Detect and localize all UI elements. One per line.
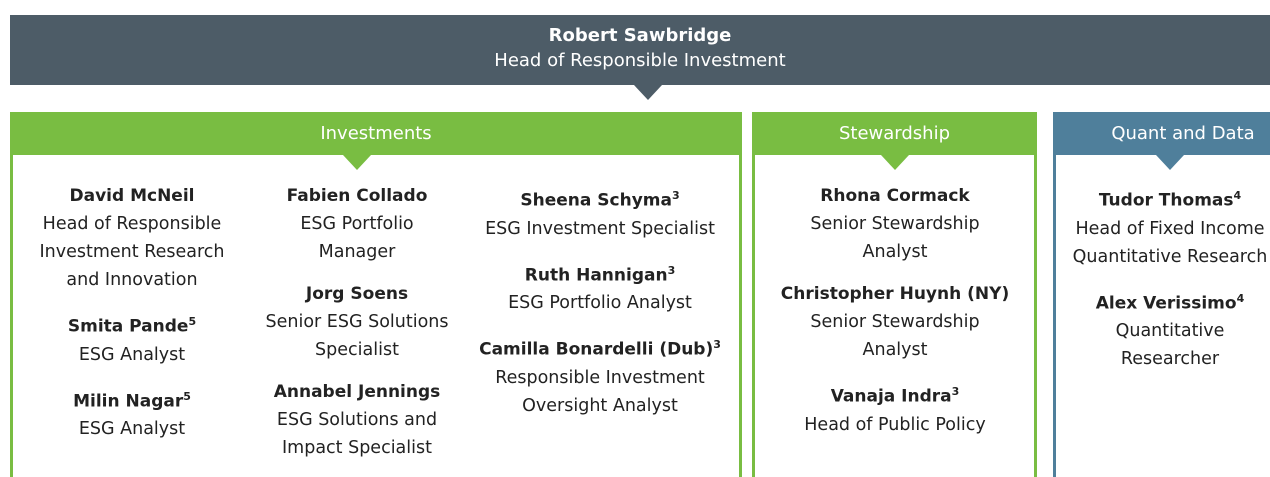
person-name: Rhona Cormack [770,182,1020,210]
name: Sheena Schyma [520,190,672,211]
name: Annabel Jennings [273,382,441,402]
footnote: 4 [1236,291,1245,305]
name: Fabien Collado [286,186,428,206]
name: Vanaja Indra [830,386,952,407]
footnote: 5 [183,389,191,403]
section-title: Stewardship [752,112,1037,155]
person-name: Milin Nagar5 [7,383,257,416]
name: Rhona Cormack [820,186,970,206]
footnote: 4 [1233,189,1242,202]
person: Jorg Soens Senior ESG Solutions Specialist [232,280,482,364]
role-line: ESG Analyst [78,419,186,440]
name: Alex Verissimo [1095,293,1237,314]
person: Fabien Collado ESG Portfolio Manager [232,182,482,266]
section: Quant and Data Tudor Thomas4 Head of Fixed… [1053,112,1270,477]
name: Ruth Hannigan [524,265,668,286]
role-line: ESG Portfolio [300,214,414,234]
role-line: Analyst [862,242,928,262]
head-box: Robert Sawbridge Head of Responsible Inv… [10,15,1270,85]
role-line: Quantitative Research [1072,246,1268,267]
role-line: Head of Responsible [42,214,222,234]
footnote: 3 [713,338,721,352]
column: Fabien Collado ESG Portfolio Manager Jorg S… [232,182,482,476]
role-line: Investment Research [39,242,225,262]
section: Investments David McNeil Head of Responsib… [10,112,742,477]
person: Tudor Thomas4 Head of Fixed Income Quantit… [1045,182,1270,271]
footnote: 5 [188,315,197,328]
person: Christopher Huynh (NY) Senior Stewardship… [770,280,1020,364]
pointer [1156,155,1184,170]
role-line: Manager [318,242,396,262]
role-line: Oversight Analyst [522,395,678,416]
person-name: Sheena Schyma3 [475,182,725,215]
person: Camilla Bonardelli (Dub)3 Responsible Inv… [475,331,725,420]
role-line: Analyst [862,340,928,360]
section-title: Investments [10,112,742,155]
person-name: Fabien Collado [232,182,482,210]
person-name: Camilla Bonardelli (Dub)3 [475,331,725,364]
person-name: Smita Pande5 [7,308,257,341]
section: Stewardship Rhona Cormack Senior Stewardsh… [752,112,1037,477]
role-line: Senior Stewardship [810,214,980,234]
name: Christopher Huynh (NY) [780,284,1010,304]
person-name: Jorg Soens [232,280,482,308]
footnote: 3 [671,189,680,202]
person-name: Vanaja Indra3 [770,378,1020,411]
person: Milin Nagar5 ESG Analyst [7,383,257,444]
name: Tudor Thomas [1098,190,1234,211]
column: Rhona Cormack Senior Stewardship Analyst Ch… [770,182,1020,453]
person-name: Annabel Jennings [232,378,482,406]
person-name: Ruth Hannigan3 [475,257,725,290]
column: Sheena Schyma3 ESG Investment Specialist R… [475,182,725,434]
role-line: ESG Investment Specialist [485,218,715,239]
name: Milin Nagar [73,391,184,412]
footnote: 3 [951,385,960,398]
pointer [634,85,662,100]
name: Camilla Bonardelli (Dub) [479,339,714,360]
role-line: Responsible Investment [495,367,705,388]
name: David McNeil [69,186,195,206]
column: David McNeil Head of Responsible Investmen… [7,182,257,457]
person: Ruth Hannigan3 ESG Portfolio Analyst [475,257,725,318]
role-line: Head of Public Policy [804,414,986,435]
person-name: Tudor Thomas4 [1045,182,1270,215]
head-name: Robert Sawbridge [548,25,732,46]
head-title: Head of Responsible Investment [494,50,786,71]
role-line: Researcher [1120,349,1220,370]
column: Tudor Thomas4 Head of Fixed Income Quantit… [1045,182,1270,387]
person: Sheena Schyma3 ESG Investment Specialist [475,182,725,243]
role-line: Senior ESG Solutions [265,312,449,332]
person: Smita Pande5 ESG Analyst [7,308,257,369]
person: Annabel Jennings ESG Solutions and Impact … [232,378,482,462]
person: Alex Verissimo4 Quantitative Researcher [1045,285,1270,374]
role-line: Quantitative [1115,321,1225,342]
pointer [343,155,371,170]
footnote: 3 [667,263,676,277]
role-line: ESG Analyst [78,344,186,365]
person-name: Alex Verissimo4 [1045,285,1270,318]
role-line: and Innovation [66,270,198,290]
name: Smita Pande [67,316,189,337]
pointer [881,155,909,170]
name: Jorg Soens [305,284,409,304]
role-line: ESG Portfolio Analyst [508,293,692,314]
person: Vanaja Indra3 Head of Public Policy [770,378,1020,439]
person-name: David McNeil [7,182,257,210]
role-line: Specialist [315,340,399,360]
role-line: ESG Solutions and [276,410,438,430]
role-line: Impact Specialist [282,438,432,458]
person: David McNeil Head of Responsible Investmen… [7,182,257,294]
section-title: Quant and Data [1053,112,1270,155]
person-name: Christopher Huynh (NY) [770,280,1020,308]
role-line: Head of Fixed Income [1075,218,1265,239]
person: Rhona Cormack Senior Stewardship Analyst [770,182,1020,266]
role-line: Senior Stewardship [810,312,980,332]
